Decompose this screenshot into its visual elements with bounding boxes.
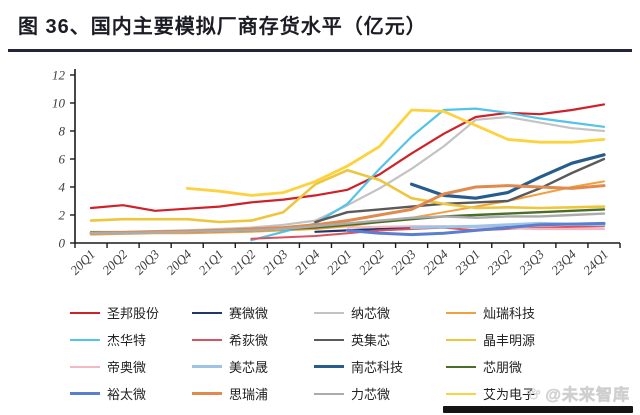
legend-label: 杰华特 — [107, 333, 147, 348]
series-line-晶丰明源 — [89, 168, 606, 224]
y-tick-label: 10 — [52, 96, 66, 111]
legend-item-帝奥微: 帝奥微 — [70, 357, 192, 376]
x-tick-label: 21Q2 — [227, 246, 258, 277]
legend-label: 希荻微 — [229, 333, 269, 348]
y-tick-label: 12 — [52, 68, 66, 83]
legend-item-圣邦股份: 圣邦股份 — [70, 303, 192, 322]
legend-item-美芯晟: 美芯晟 — [192, 357, 314, 376]
series-line-杰华特 — [250, 107, 606, 242]
legend-label: 芯朋微 — [483, 360, 523, 375]
legend-line-marker — [70, 338, 100, 341]
legend-label: 艾为电子 — [483, 387, 536, 402]
chart-canvas: 0 2 4 6 8 10 12 20Q1 20Q2 20Q3 20Q4 21Q1 21Q2 21Q3 21Q… — [52, 68, 621, 278]
legend-line-marker — [192, 365, 222, 368]
legend-label: 灿瑞科技 — [483, 306, 536, 321]
legend-line-marker — [192, 338, 222, 341]
x-tick-label: 24Q1 — [580, 247, 611, 278]
series-line-艾为电子 — [185, 108, 606, 197]
legend-label: 晶丰明源 — [483, 333, 536, 348]
watermark-paw-icon — [527, 387, 541, 400]
legend-label: 纳芯微 — [351, 306, 391, 321]
legend-line-marker — [70, 311, 100, 314]
legend-line-marker — [446, 311, 476, 314]
legend-item-南芯科技: 南芯科技 — [314, 357, 446, 376]
legend-line-marker — [446, 338, 476, 341]
x-tick-label: 22Q1 — [324, 247, 355, 278]
watermark: @未来智库 — [525, 381, 630, 405]
legend-label: 裕太微 — [107, 387, 147, 402]
page-edge-bar — [443, 406, 633, 413]
x-tick-label: 22Q4 — [420, 246, 451, 277]
legend-line-marker — [446, 365, 476, 368]
legend-label: 赛微微 — [229, 306, 269, 321]
legend-item-纳芯微: 纳芯微 — [314, 303, 446, 322]
x-tick-label: 23Q3 — [516, 246, 547, 277]
legend-line-marker — [192, 311, 222, 314]
series-line-力芯微 — [89, 212, 606, 235]
legend-item-希荻微: 希荻微 — [192, 330, 314, 349]
legend-line-marker — [70, 365, 100, 368]
x-tick-label: 20Q3 — [131, 246, 162, 277]
legend-item-英集芯: 英集芯 — [314, 330, 446, 349]
x-tick-label: 21Q4 — [292, 246, 323, 277]
chart-legend: 圣邦股份 赛微微 纳芯微 灿瑞科技杰华特 希荻微 英集芯 晶丰明源帝奥微 美芯晟 南芯科技 芯朋微… — [70, 299, 590, 407]
legend-label: 美芯晟 — [229, 360, 269, 375]
legend-item-艾为电子: 艾为电子 — [446, 384, 578, 403]
x-tick-label: 23Q2 — [484, 246, 515, 277]
legend-line-marker — [314, 311, 344, 314]
y-tick-label: 0 — [59, 236, 66, 251]
x-tick-label: 23Q4 — [548, 246, 579, 277]
series-line-圣邦股份 — [89, 103, 606, 212]
inventory-line-chart: 0 2 4 6 8 10 12 20Q1 20Q2 20Q3 20Q4 21Q1 21Q2 21Q3 21Q… — [0, 56, 640, 296]
x-tick-label: 23Q1 — [452, 247, 483, 278]
legend-line-marker — [314, 392, 344, 395]
legend-item-芯朋微: 芯朋微 — [446, 357, 578, 376]
legend-line-marker — [446, 392, 476, 395]
legend-item-杰华特: 杰华特 — [70, 330, 192, 349]
legend-label: 南芯科技 — [351, 360, 404, 375]
y-tick-label: 6 — [59, 152, 66, 167]
legend-label: 英集芯 — [351, 333, 391, 348]
series-line-南芯科技 — [410, 153, 606, 200]
legend-item-赛微微: 赛微微 — [192, 303, 314, 322]
legend-line-marker — [192, 392, 222, 395]
legend-line-marker — [70, 392, 100, 395]
legend-item-思瑞浦: 思瑞浦 — [192, 384, 314, 403]
legend-label: 思瑞浦 — [229, 387, 269, 402]
legend-item-裕太微: 裕太微 — [70, 384, 192, 403]
x-tick-label: 20Q4 — [163, 246, 194, 277]
legend-item-灿瑞科技: 灿瑞科技 — [446, 303, 578, 322]
x-tick-label: 21Q1 — [195, 247, 226, 278]
title-divider — [8, 49, 632, 52]
legend-label: 圣邦股份 — [107, 306, 160, 321]
legend-item-晶丰明源: 晶丰明源 — [446, 330, 578, 349]
y-tick-label: 8 — [59, 124, 66, 139]
series-line-纳芯微 — [89, 115, 606, 233]
series-line-英集芯 — [314, 157, 606, 224]
x-tick-label: 21Q3 — [259, 246, 290, 277]
figure-title: 图 36、国内主要模拟厂商存货水平（亿元） — [18, 16, 427, 38]
legend-line-marker — [314, 365, 344, 368]
y-tick-label: 2 — [59, 208, 66, 223]
x-tick-label: 20Q2 — [99, 246, 130, 277]
legend-label: 帝奥微 — [107, 360, 147, 375]
legend-label: 力芯微 — [351, 387, 391, 402]
series-line-裕太微 — [346, 221, 606, 237]
y-tick-label: 4 — [59, 180, 66, 195]
legend-line-marker — [314, 338, 344, 341]
legend-item-力芯微: 力芯微 — [314, 384, 446, 403]
x-tick-label: 22Q3 — [388, 246, 419, 277]
x-tick-label: 22Q2 — [356, 246, 387, 277]
watermark-text: @未来智库 — [545, 387, 630, 405]
x-tick-label: 20Q1 — [67, 247, 98, 278]
